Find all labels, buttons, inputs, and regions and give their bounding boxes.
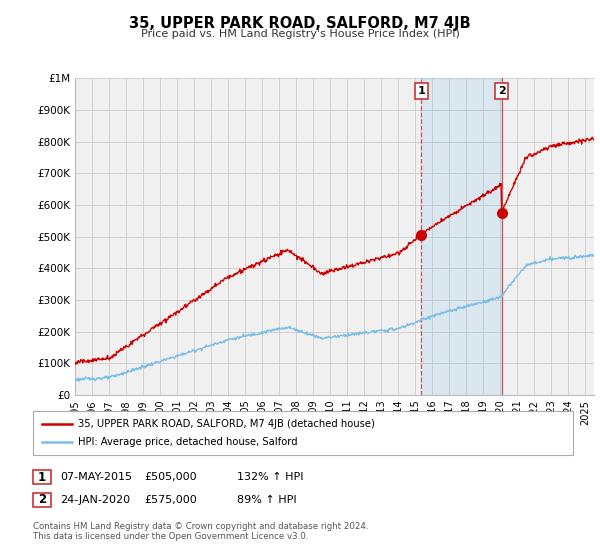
Text: 35, UPPER PARK ROAD, SALFORD, M7 4JB: 35, UPPER PARK ROAD, SALFORD, M7 4JB bbox=[129, 16, 471, 31]
Text: 1: 1 bbox=[418, 86, 425, 96]
Text: Contains HM Land Registry data © Crown copyright and database right 2024.
This d: Contains HM Land Registry data © Crown c… bbox=[33, 522, 368, 542]
Text: 1: 1 bbox=[38, 470, 46, 484]
Text: 07-MAY-2015: 07-MAY-2015 bbox=[60, 472, 132, 482]
Text: Price paid vs. HM Land Registry's House Price Index (HPI): Price paid vs. HM Land Registry's House … bbox=[140, 29, 460, 39]
Text: 35, UPPER PARK ROAD, SALFORD, M7 4JB (detached house): 35, UPPER PARK ROAD, SALFORD, M7 4JB (de… bbox=[78, 419, 375, 429]
Text: £575,000: £575,000 bbox=[144, 494, 197, 505]
Bar bbox=[421, 78, 502, 395]
Text: 24-JAN-2020: 24-JAN-2020 bbox=[60, 494, 130, 505]
Text: 2: 2 bbox=[498, 86, 505, 96]
Text: 89% ↑ HPI: 89% ↑ HPI bbox=[237, 494, 296, 505]
Text: 132% ↑ HPI: 132% ↑ HPI bbox=[237, 472, 304, 482]
Text: £505,000: £505,000 bbox=[144, 472, 197, 482]
Text: HPI: Average price, detached house, Salford: HPI: Average price, detached house, Salf… bbox=[78, 437, 298, 447]
Text: 2: 2 bbox=[38, 493, 46, 506]
